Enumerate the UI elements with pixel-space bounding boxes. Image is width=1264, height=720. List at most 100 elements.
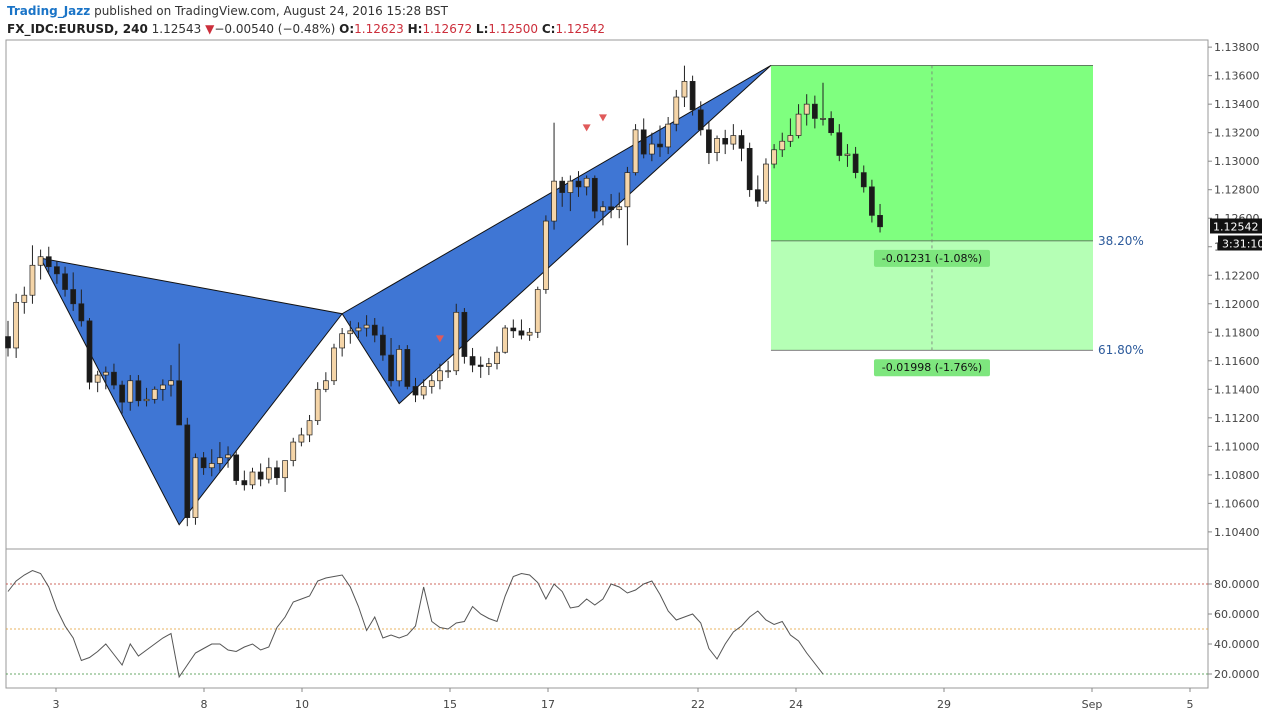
candle-body <box>600 206 606 212</box>
price-tick-label: 1.11800 <box>1214 326 1260 339</box>
sell-signal-icon <box>435 335 444 343</box>
candle-body <box>339 333 345 349</box>
candle-body <box>673 96 680 125</box>
price-tick-label: 1.10800 <box>1214 469 1260 482</box>
price-tick-label: 1.13200 <box>1214 127 1260 140</box>
candle-body <box>282 460 288 479</box>
candle-body <box>160 384 166 390</box>
candle-body <box>21 294 28 303</box>
candle-body <box>591 177 598 212</box>
candle-body <box>860 172 867 188</box>
candle-body <box>200 457 207 469</box>
time-tick-label: 29 <box>937 698 951 711</box>
candle-body <box>697 109 704 131</box>
candle-body <box>763 163 769 202</box>
high-label: H: <box>407 22 423 36</box>
signal-markers <box>435 114 607 343</box>
candle-body <box>477 364 484 367</box>
candle-body <box>608 206 614 211</box>
candle-body <box>388 354 394 382</box>
osc-tick-label: 60.0000 <box>1214 608 1260 621</box>
candle-body <box>518 330 525 336</box>
candle-body <box>869 186 875 216</box>
candle-body <box>771 149 777 165</box>
candle-body <box>168 380 174 386</box>
candle-body <box>78 303 85 322</box>
candle-body <box>5 336 11 349</box>
candle-body <box>331 347 337 382</box>
level-38-label: 38.20% <box>1098 234 1144 248</box>
price-tick-label: 1.11200 <box>1214 412 1260 425</box>
candle-body <box>54 266 60 275</box>
candle-body <box>795 113 802 136</box>
time-tick-label: 22 <box>691 698 705 711</box>
countdown-label: 3:31:10 <box>1222 237 1264 250</box>
candle-body <box>820 118 826 120</box>
price-tick-label: 1.12200 <box>1214 269 1260 282</box>
candle-body <box>437 370 443 382</box>
price-tick-label: 1.11600 <box>1214 355 1260 368</box>
close-value: 1.12542 <box>555 22 606 36</box>
candle-body <box>412 386 419 396</box>
osc-tick-label: 40.0000 <box>1214 638 1260 651</box>
candle-body <box>143 398 150 402</box>
candle-body <box>738 135 745 149</box>
candle-body <box>94 374 101 383</box>
candle-body <box>583 177 590 188</box>
candle-body <box>323 380 329 390</box>
candlestick-series <box>5 65 883 527</box>
publish-text: published on TradingView.com, August 24,… <box>94 4 448 18</box>
candle-body <box>298 434 305 443</box>
candle-body <box>665 123 672 148</box>
candle-body <box>37 256 44 266</box>
price-tick-label: 1.13800 <box>1214 41 1260 54</box>
last-price-box <box>1210 218 1262 234</box>
price-tick-label: 1.11000 <box>1214 440 1260 453</box>
time-tick-label: 5 <box>1187 698 1194 711</box>
pattern-xab <box>39 257 344 526</box>
oscillator-pane <box>6 569 1208 679</box>
candle-body <box>754 189 761 202</box>
candle-body <box>86 320 93 383</box>
level-61-change-bg <box>873 359 990 377</box>
price-tick-label: 1.10600 <box>1214 497 1260 510</box>
candle-body <box>135 380 142 402</box>
candle-body <box>355 327 362 332</box>
candle-body <box>176 380 182 426</box>
candle-body <box>730 135 737 145</box>
price-tick-label: 1.12800 <box>1214 184 1260 197</box>
candle-body <box>233 454 240 481</box>
open-value: 1.12623 <box>354 22 404 36</box>
candle-body <box>494 351 500 364</box>
candle-body <box>265 467 272 480</box>
candle-body <box>290 441 297 461</box>
candle-body <box>217 457 223 464</box>
candle-body <box>543 220 549 290</box>
candle-body <box>225 454 231 459</box>
candle-body <box>62 273 68 290</box>
close-label: C: <box>541 22 556 36</box>
candle-body <box>151 388 158 400</box>
low-value: 1.12500 <box>488 22 538 36</box>
low-label: L: <box>475 22 489 36</box>
candle-body <box>347 330 354 335</box>
ohlc-legend: FX_IDC:EURUSD, 240 1.12543 ▼−0.00540 (−0… <box>7 22 605 36</box>
candle-body <box>461 311 468 357</box>
time-tick-label: 15 <box>443 698 457 711</box>
candle-body <box>111 371 117 386</box>
candle-body <box>306 420 313 436</box>
candle-body <box>836 132 843 156</box>
candle-body <box>567 180 574 193</box>
candle-body <box>510 327 517 332</box>
candle-body <box>828 118 835 134</box>
candle-body <box>184 424 191 518</box>
candle-body <box>453 311 460 372</box>
candle-body <box>803 103 810 115</box>
candle-body <box>657 143 663 148</box>
time-tick-label: 3 <box>53 698 60 711</box>
time-axis: 3 8 10 15 17 22 24 29 Sep 5 <box>53 688 1194 711</box>
candle-body <box>689 80 696 111</box>
candle-body <box>45 256 52 268</box>
author-link[interactable]: Trading_Jazz <box>7 4 91 18</box>
